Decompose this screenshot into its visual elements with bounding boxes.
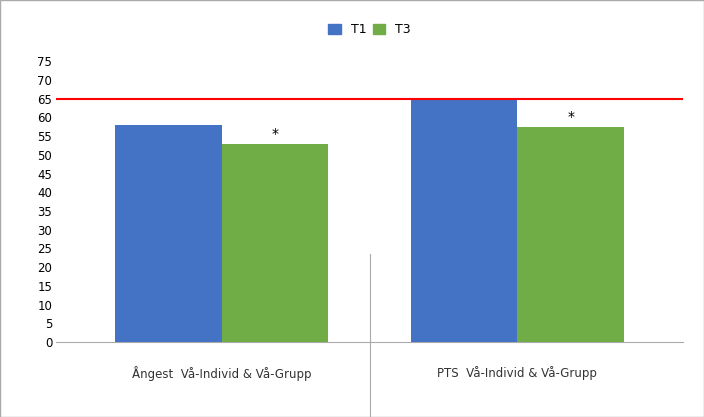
Text: *: *: [272, 127, 279, 141]
Bar: [517, 127, 624, 342]
Text: PTS  Vå-Individ & Vå-Grupp: PTS Vå-Individ & Vå-Grupp: [437, 366, 597, 380]
Text: Ångest  Vå-Individ & Vå-Grupp: Ångest Vå-Individ & Vå-Grupp: [132, 366, 312, 381]
Text: *: *: [567, 110, 574, 124]
Bar: [115, 125, 222, 342]
Legend: T1, T3: T1, T3: [323, 18, 416, 41]
Bar: [411, 99, 517, 342]
Bar: [222, 143, 328, 342]
